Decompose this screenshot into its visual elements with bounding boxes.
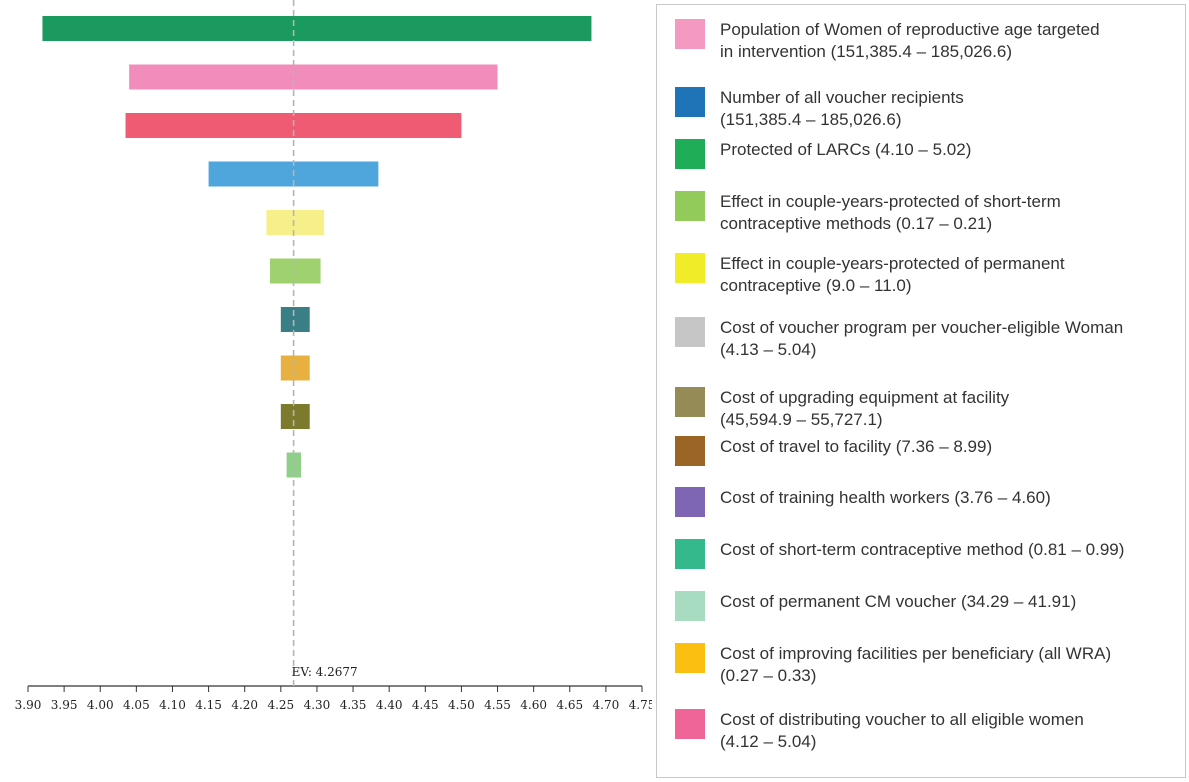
legend-label: Cost of permanent CM voucher (34.29 – 41… (720, 592, 1077, 611)
x-tick-label: 4.50 (448, 698, 475, 712)
legend-item: Cost of short-term contraceptive method … (675, 539, 1185, 569)
tornado-bars (42, 16, 592, 478)
x-tick-label: 4.05 (123, 698, 150, 712)
legend-item: Cost of improving facilities per benefic… (675, 643, 1185, 687)
x-tick-label: 4.20 (231, 698, 258, 712)
legend-label: Cost of training health workers (3.76 – … (720, 488, 1051, 507)
legend-swatch (675, 139, 705, 169)
x-tick-label: 4.30 (304, 698, 331, 712)
x-tick-label: 4.75 (629, 698, 652, 712)
legend-swatch (675, 87, 705, 117)
legend-label: Cost of voucher program per voucher-elig… (720, 318, 1124, 359)
tornado-bar (266, 210, 325, 235)
tornado-bar (280, 355, 310, 381)
legend-swatch (675, 709, 705, 739)
legend-item: Cost of distributing voucher to all elig… (675, 709, 1185, 753)
legend-swatch (675, 436, 705, 466)
legend-item: Effect in couple-years-protected of shor… (675, 191, 1185, 235)
legend-item: Population of Women of reproductive age … (675, 19, 1185, 63)
legend-item: Effect in couple-years-protected of perm… (675, 253, 1185, 297)
tornado-bar (42, 16, 592, 41)
x-tick-label: 3.90 (15, 698, 42, 712)
legend-item: Cost of travel to facility (7.36 – 8.99) (675, 436, 1185, 466)
legend-label: Cost of distributing voucher to all elig… (720, 710, 1084, 751)
tornado-bar (269, 258, 321, 284)
tornado-bar (280, 404, 310, 429)
x-tick-label: 4.35 (340, 698, 367, 712)
legend-label: Effect in couple-years-protected of shor… (720, 192, 1061, 233)
x-axis-ticks: 3.90 3.95 4.00 4.05 4.10 4.15 4.20 4.25 4.30 4.35… (15, 686, 652, 712)
x-tick-label: 4.00 (87, 698, 114, 712)
x-tick-label: 4.65 (556, 698, 583, 712)
tornado-bar (129, 64, 498, 90)
legend-label: Population of Women of reproductive age … (720, 20, 1100, 61)
legend-label: Effect in couple-years-protected of perm… (720, 254, 1065, 295)
tornado-bar (280, 307, 310, 332)
x-tick-label: 4.45 (412, 698, 439, 712)
legend-item: Cost of training health workers (3.76 – … (675, 487, 1185, 517)
legend-label: Cost of upgrading equipment at facility … (720, 388, 1010, 429)
x-tick-label: 4.55 (484, 698, 511, 712)
x-tick-label: 4.40 (376, 698, 403, 712)
legend-item: Cost of upgrading equipment at facility … (675, 387, 1185, 431)
x-tick-label: 4.60 (520, 698, 547, 712)
x-tick-label: 3.95 (51, 698, 78, 712)
legend: Population of Women of reproductive age … (656, 4, 1186, 778)
legend-label: Cost of improving facilities per benefic… (720, 644, 1112, 685)
legend-label: Number of all voucher recipients (151,38… (720, 88, 964, 129)
legend-swatch (675, 317, 705, 347)
x-tick-label: 4.15 (195, 698, 222, 712)
legend-item: Cost of voucher program per voucher-elig… (675, 317, 1185, 361)
tornado-chart: 3.90 3.95 4.00 4.05 4.10 4.15 4.20 4.25 4.30 4.35… (15, 0, 652, 712)
legend-swatch (675, 387, 705, 417)
legend-label: Cost of short-term contraceptive method … (720, 540, 1125, 559)
legend-swatch (675, 591, 705, 621)
legend-swatch (675, 19, 705, 49)
legend-item: Protected of LARCs (4.10 – 5.02) (675, 139, 1185, 169)
legend-item: Number of all voucher recipients (151,38… (675, 87, 1185, 131)
legend-swatch (675, 643, 705, 673)
legend-label: Cost of travel to facility (7.36 – 8.99) (720, 437, 993, 456)
legend-swatch (675, 487, 705, 517)
legend-item: Cost of permanent CM voucher (34.29 – 41… (675, 591, 1185, 621)
legend-swatch (675, 539, 705, 569)
legend-swatch (675, 191, 705, 221)
legend-label: Protected of LARCs (4.10 – 5.02) (720, 140, 972, 159)
ev-label: EV: 4.2677 (292, 665, 358, 679)
x-tick-label: 4.70 (593, 698, 620, 712)
x-tick-label: 4.10 (159, 698, 186, 712)
x-tick-label: 4.25 (267, 698, 294, 712)
legend-swatch (675, 253, 705, 283)
